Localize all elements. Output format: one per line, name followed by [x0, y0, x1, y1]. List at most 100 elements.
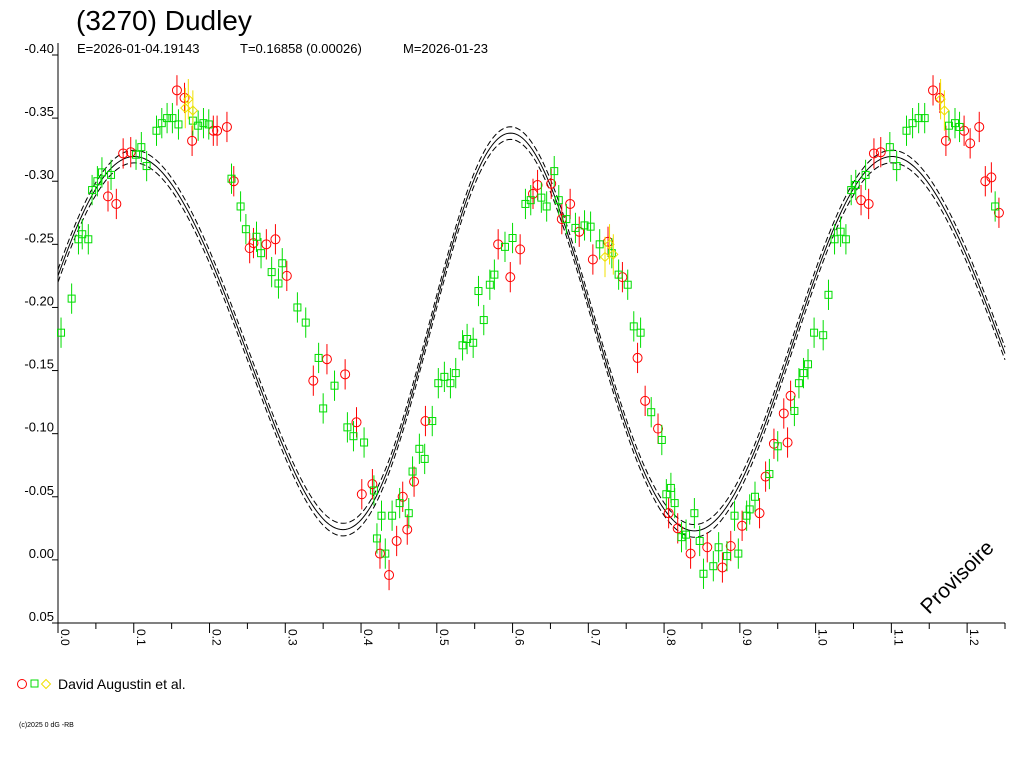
series-circle	[103, 75, 1004, 591]
data-point	[187, 135, 198, 146]
data-point	[824, 290, 833, 299]
legend-circle-marker	[17, 679, 27, 689]
data-point	[604, 239, 615, 250]
data-point	[194, 121, 203, 130]
data-point	[804, 360, 813, 369]
data-point	[902, 126, 911, 135]
data-point	[67, 294, 76, 303]
data-point	[360, 438, 369, 447]
data-point	[699, 569, 708, 578]
data-point	[640, 395, 651, 406]
data-point	[614, 270, 623, 279]
data-point	[142, 162, 151, 171]
data-point	[986, 172, 997, 183]
data-point	[662, 490, 671, 499]
data-point	[562, 215, 571, 224]
model-upper-bound	[57, 126, 1006, 526]
data-point	[892, 162, 901, 171]
data-point	[137, 143, 146, 152]
data-point	[790, 406, 799, 415]
data-point	[765, 470, 774, 479]
data-point	[111, 198, 122, 209]
data-point	[629, 322, 638, 331]
data-point	[179, 92, 190, 103]
data-point	[180, 102, 191, 114]
data-point	[571, 223, 580, 232]
data-point	[935, 93, 946, 105]
epoch-label: E=2026-01-04.19143	[77, 41, 200, 56]
data-point	[391, 535, 402, 546]
data-point	[409, 476, 420, 487]
data-point	[754, 508, 765, 519]
data-point	[293, 303, 302, 312]
data-point	[308, 375, 319, 386]
data-point	[84, 235, 93, 244]
data-point	[330, 381, 339, 390]
data-point	[928, 85, 939, 96]
data-point	[750, 492, 759, 501]
data-point	[446, 379, 455, 388]
x-tick-label: 1.1	[891, 629, 905, 646]
data-point	[125, 147, 136, 158]
data-point	[920, 114, 929, 123]
model-date-label: M=2026-01-23	[403, 41, 488, 56]
data-point	[152, 126, 161, 135]
data-point	[221, 121, 232, 132]
data-point	[440, 372, 449, 381]
legend-label: David Augustin et al.	[58, 676, 186, 692]
legend-diamond-marker	[40, 678, 52, 690]
y-tick-label: 0.05	[29, 609, 54, 624]
data-point	[734, 549, 743, 558]
data-point	[537, 193, 546, 202]
data-point	[714, 543, 723, 552]
x-tick-label: 0.2	[210, 629, 224, 646]
data-point	[163, 114, 172, 123]
data-point	[351, 417, 362, 428]
y-tick-label: -0.05	[24, 483, 54, 498]
data-point	[343, 423, 352, 432]
data-point	[349, 432, 358, 441]
data-point	[685, 548, 696, 559]
data-point	[695, 536, 704, 545]
data-point	[252, 232, 261, 241]
data-point	[851, 181, 860, 190]
data-point	[526, 196, 535, 205]
data-point	[420, 416, 431, 427]
data-point	[542, 202, 551, 211]
data-point	[565, 198, 576, 209]
data-point	[682, 530, 691, 539]
data-point	[474, 287, 483, 296]
x-tick-label: 0.9	[740, 629, 754, 646]
data-point	[722, 552, 731, 561]
data-point	[709, 562, 718, 571]
data-point	[677, 533, 686, 542]
data-point	[745, 505, 754, 514]
data-point	[171, 85, 182, 96]
x-tick-label: 0.0	[58, 629, 72, 646]
data-point	[381, 549, 390, 558]
data-point	[107, 170, 116, 179]
data-point	[939, 105, 950, 116]
data-point	[785, 390, 796, 401]
data-point	[103, 191, 114, 202]
data-point	[132, 150, 141, 159]
data-point	[356, 489, 367, 500]
x-tick-label: 0.4	[361, 629, 375, 646]
data-point	[861, 170, 870, 179]
data-point	[702, 542, 713, 553]
data-point	[374, 548, 385, 559]
data-point	[587, 254, 598, 265]
data-point	[868, 148, 879, 159]
data-point	[227, 174, 236, 183]
data-point	[980, 176, 991, 187]
data-point	[965, 138, 976, 149]
data-point	[270, 234, 281, 245]
y-tick-label: -0.40	[24, 41, 54, 56]
data-point	[608, 249, 619, 260]
data-point	[725, 541, 736, 552]
data-point	[836, 227, 845, 236]
data-point	[490, 270, 499, 279]
data-point	[670, 499, 679, 508]
data-point	[212, 125, 223, 136]
y-tick-label: -0.35	[24, 104, 54, 119]
